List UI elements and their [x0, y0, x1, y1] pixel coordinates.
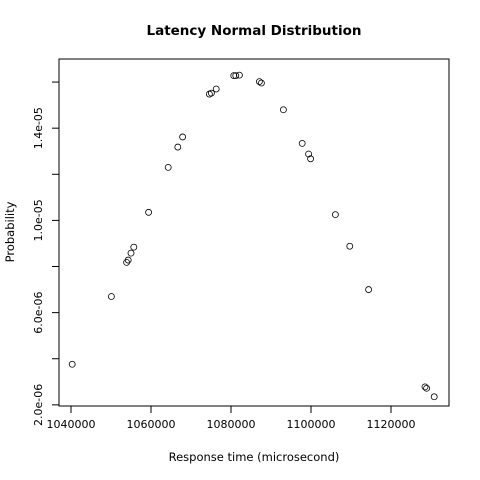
data-point — [164, 163, 172, 171]
data-point — [127, 249, 135, 257]
x-tick-label: 1100000 — [287, 418, 336, 431]
x-tick-label: 1080000 — [207, 418, 256, 431]
data-point — [365, 286, 373, 293]
y-tick-label: 6.0e-06 — [32, 292, 45, 334]
data-point — [430, 393, 438, 401]
data-point — [421, 383, 429, 391]
data-point — [305, 150, 313, 158]
data-point — [68, 360, 76, 368]
data-point — [255, 78, 263, 85]
data-point — [307, 155, 315, 163]
x-axis-label: Response time (microsecond) — [169, 450, 340, 464]
y-axis: 2.0e-06 6.0e-06 1.0e-05 1.4e-05 — [32, 81, 59, 426]
data-point — [145, 208, 153, 216]
data-point — [232, 72, 240, 80]
y-tick-label: 1.0e-05 — [32, 199, 45, 241]
x-tick-label: 1040000 — [47, 418, 96, 431]
data-point — [235, 71, 243, 79]
data-point — [423, 384, 431, 392]
data-point — [279, 106, 287, 114]
data-point — [331, 211, 339, 219]
data-point — [130, 243, 138, 251]
data-point — [174, 143, 182, 151]
data-point — [207, 89, 215, 97]
data-point — [179, 133, 187, 141]
data-point — [108, 293, 115, 300]
y-tick-label: 2.0e-06 — [32, 384, 45, 426]
data-point — [257, 79, 265, 87]
data-point — [212, 85, 220, 93]
x-tick-label: 1060000 — [127, 418, 176, 431]
x-tick-label: 1120000 — [367, 418, 416, 431]
chart-title: Latency Normal Distribution — [146, 23, 361, 39]
data-point — [123, 258, 130, 266]
plot-frame — [58, 58, 450, 407]
data-point — [346, 242, 354, 250]
y-tick-label: 1.4e-05 — [32, 107, 45, 149]
data-points — [68, 71, 438, 401]
y-axis-label: Probability — [3, 201, 17, 262]
data-point — [298, 139, 306, 147]
x-axis: 1040000 1060000 1080000 1100000 1120000 — [47, 406, 416, 431]
data-point — [124, 256, 132, 264]
